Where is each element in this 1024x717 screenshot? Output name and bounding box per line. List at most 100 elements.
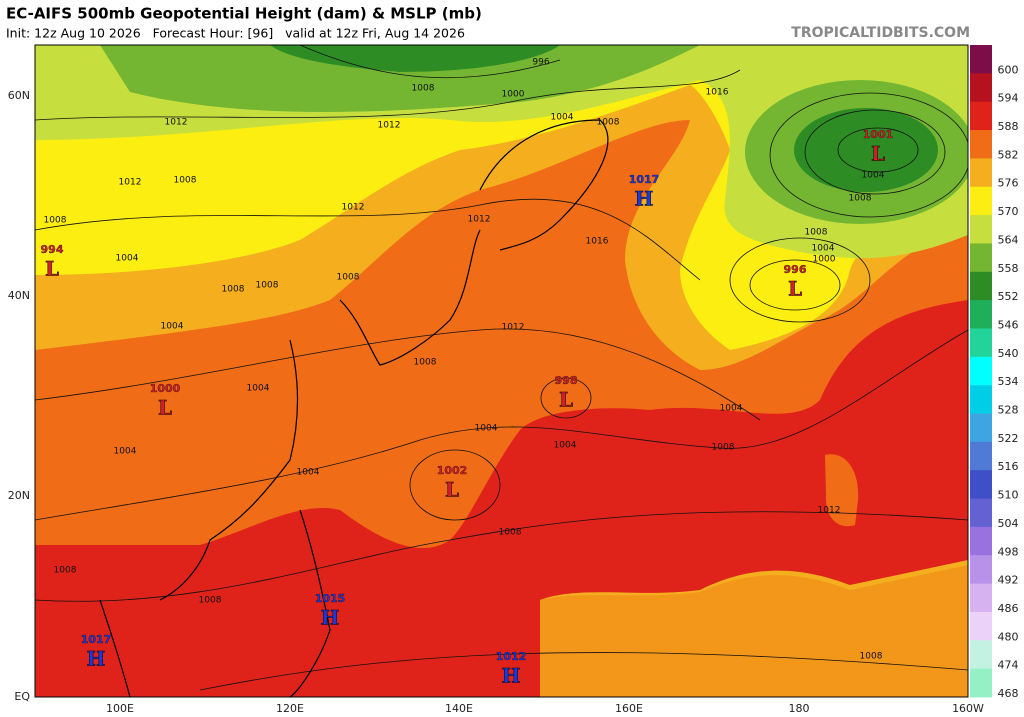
isobar-label: 1012	[165, 118, 188, 128]
isobar-label: 1008	[222, 285, 245, 295]
colorbar-swatch	[970, 413, 992, 443]
colorbar-label: 540	[998, 347, 1019, 360]
isobar-label: 1004	[862, 171, 885, 181]
colorbar-swatch	[970, 611, 992, 641]
colorbar-swatch	[970, 328, 992, 358]
center-value: 1001	[863, 128, 894, 141]
colorbar-swatch	[970, 668, 992, 698]
isobar-label: 1012	[468, 215, 491, 225]
colorbar-label: 528	[998, 404, 1019, 417]
colorbar-label: 504	[998, 517, 1019, 530]
colorbar-label: 564	[998, 233, 1019, 246]
center-value: 1017	[629, 173, 660, 186]
isobar-label: 1008	[414, 358, 437, 368]
colorbar-swatch	[970, 640, 992, 670]
isobar-label: 1000	[813, 255, 836, 265]
lat-label: 20N	[8, 489, 30, 502]
isobar-label: 1004	[551, 113, 574, 123]
watermark: TROPICALTIDBITS.COM	[791, 25, 970, 41]
colorbar-label: 468	[998, 687, 1019, 700]
center-value: 1002	[437, 464, 468, 477]
colorbar-label: 546	[998, 318, 1019, 331]
lon-label: 160W	[952, 702, 984, 715]
center-value: 1000	[150, 382, 181, 395]
center-letter: H	[321, 606, 340, 630]
isobar-label: 1008	[44, 216, 67, 226]
colorbar-label: 582	[998, 148, 1019, 161]
isobar-label: 1008	[54, 566, 77, 576]
colorbar-swatch	[970, 130, 992, 159]
isobar-label: 1004	[247, 384, 270, 394]
title: EC-AIFS 500mb Geopotential Height (dam) …	[6, 5, 482, 23]
colorbar-label: 480	[998, 630, 1019, 643]
colorbar-label: 534	[998, 375, 1019, 388]
isobar-label: 1008	[256, 281, 279, 291]
colorbar-swatch	[970, 45, 992, 74]
center-value: 994	[41, 243, 64, 256]
isobar-label: 1004	[812, 244, 835, 254]
colorbar-label: 510	[998, 489, 1019, 502]
lon-label: 160E	[615, 702, 643, 715]
center-letter: H	[502, 664, 521, 688]
lon-label: 140E	[445, 702, 473, 715]
colorbar-swatch	[970, 498, 992, 528]
lat-label: 40N	[8, 289, 30, 302]
center-value: 1015	[315, 592, 346, 605]
center-letter: H	[635, 187, 654, 211]
colorbar-swatch	[970, 73, 992, 103]
isobar-label: 1004	[116, 254, 139, 264]
center-letter: L	[158, 396, 172, 420]
colorbar-swatch	[970, 300, 992, 329]
colorbar-swatch	[970, 101, 992, 131]
lon-label: 100E	[106, 702, 134, 715]
colorbar-label: 474	[998, 659, 1019, 672]
isobar-label: 1012	[502, 323, 525, 333]
isobar-label: 1004	[114, 447, 137, 457]
colorbar-swatch	[970, 215, 992, 244]
colorbar-swatch	[970, 385, 992, 415]
isobar-label: 1016	[586, 237, 609, 247]
isobar-label: 1012	[342, 203, 365, 213]
lat-label: EQ	[14, 690, 30, 703]
map-frame	[34, 44, 969, 698]
colorbar-label: 570	[998, 205, 1019, 218]
colorbar-swatch	[970, 243, 992, 273]
isobar-label: 1008	[499, 528, 522, 538]
isobar-label: 1008	[199, 596, 222, 606]
isobar-label: 1004	[297, 468, 320, 478]
colorbar-label: 486	[998, 602, 1019, 615]
isobar-label: 1008	[712, 443, 735, 453]
colorbar-label: 588	[998, 120, 1019, 133]
subtitle: Init: 12z Aug 10 2026 Forecast Hour: [96…	[6, 26, 465, 41]
isobar-label: 1004	[554, 441, 577, 451]
colorbar-label: 576	[998, 177, 1019, 190]
isobar-label: 1008	[174, 176, 197, 186]
colorbar-swatch	[970, 441, 992, 471]
colorbar-swatch	[970, 583, 992, 613]
colorbar-label: 558	[998, 262, 1019, 275]
isobar-label: 996	[532, 58, 549, 68]
colorbar-swatch	[970, 356, 992, 386]
isobar-label: 1004	[161, 322, 184, 332]
colorbar-swatch	[970, 526, 992, 556]
center-value: 996	[784, 263, 807, 276]
isobar-label: 1012	[119, 178, 142, 188]
isobar-label: 1000	[502, 90, 525, 100]
isobar-label: 1008	[337, 273, 360, 283]
isobar-label: 1012	[378, 121, 401, 131]
center-letter: L	[45, 257, 59, 281]
colorbar-label: 516	[998, 460, 1019, 473]
center-letter: H	[87, 647, 106, 671]
isobar-label: 1004	[475, 424, 498, 434]
colorbar-swatch	[970, 186, 992, 216]
isobar-label: 1004	[720, 404, 743, 414]
colorbar-label: 552	[998, 290, 1019, 303]
center-letter: L	[445, 478, 459, 502]
height-fill	[35, 45, 968, 697]
isobar-label: 1008	[597, 118, 620, 128]
center-value: 1017	[81, 633, 112, 646]
isobar-label: 1008	[412, 84, 435, 94]
colorbar-swatch	[970, 555, 992, 585]
